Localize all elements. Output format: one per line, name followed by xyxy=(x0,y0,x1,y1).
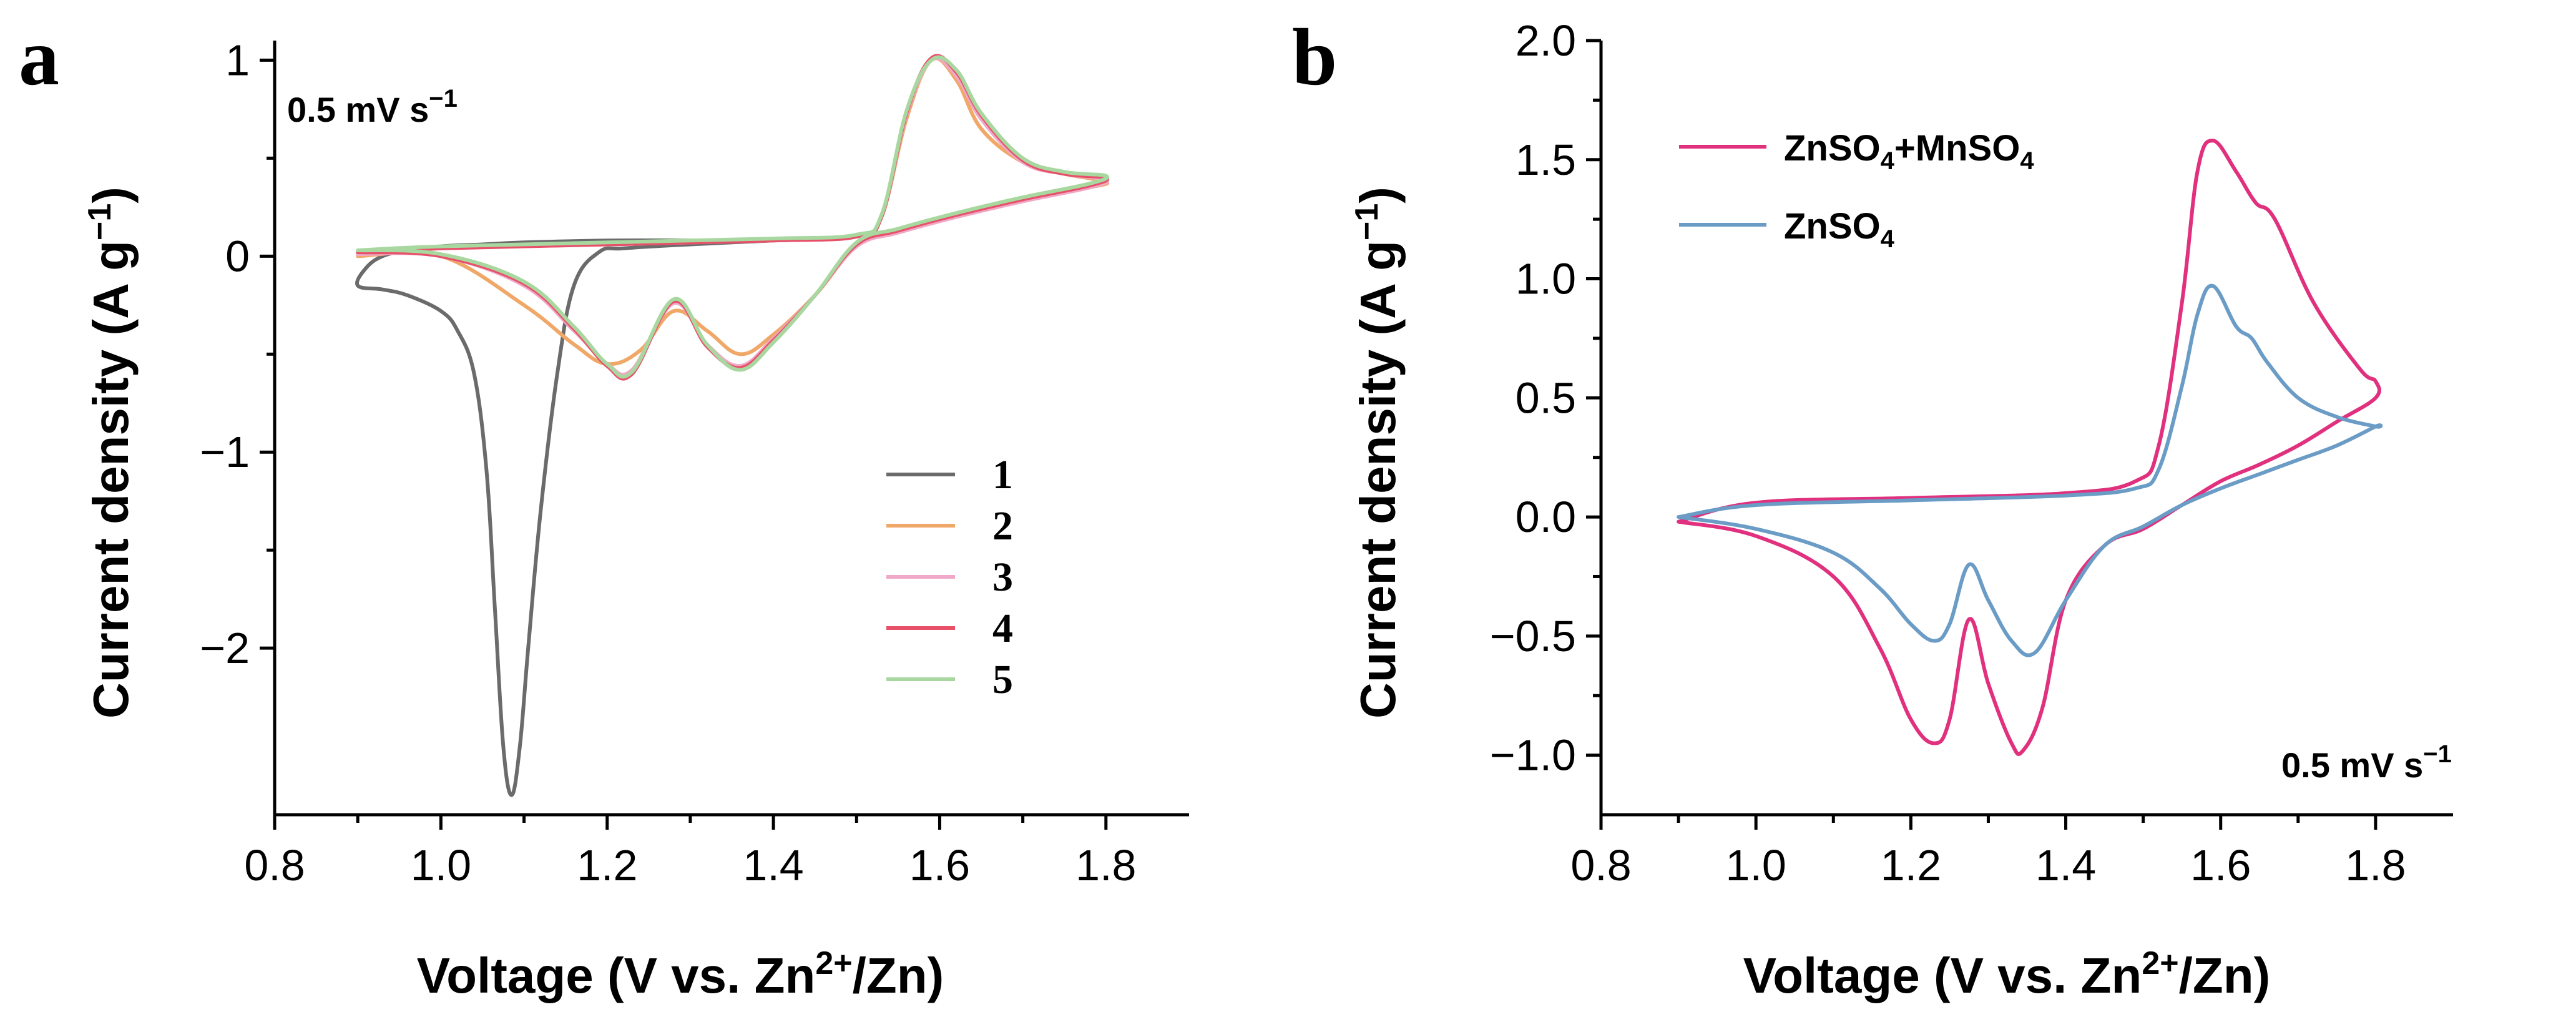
panel-a-x-tick-label: 1.6 xyxy=(909,841,970,890)
panel-a: a Current density (A g−1) Voltage (V vs.… xyxy=(19,12,1189,1003)
panel-b-y-tick-label: 1.5 xyxy=(1516,135,1576,184)
panel-a-scan-rate: 0.5 mV s−1 xyxy=(287,85,458,129)
panel-a-x-tick-label: 1.2 xyxy=(577,841,637,890)
panel-a-xlabel: Voltage (V vs. Zn2+/Zn) xyxy=(417,945,944,1003)
panel-a-series-2-line xyxy=(356,56,1110,366)
panel-a-y-tick-label: 0 xyxy=(225,232,250,280)
panel-b-y-tick-label: 1.0 xyxy=(1516,255,1576,303)
panel-a-y-tick-label: 1 xyxy=(225,36,250,84)
panel-a-series-4-line xyxy=(356,54,1110,381)
panel-b-legend-label: ZnSO4+MnSO4 xyxy=(1784,128,2034,175)
panel-b-y-tick-label: −0.5 xyxy=(1490,612,1576,661)
panel-b-scan-rate-sup: −1 xyxy=(2423,740,2452,768)
panel-b-x-tick-label: 1.8 xyxy=(2345,841,2406,890)
panel-b-x-tick-label: 0.8 xyxy=(1570,841,1631,890)
panel-b-scan-rate: 0.5 mV s−1 xyxy=(2281,740,2452,785)
panel-a-xlabel-end: /Zn) xyxy=(853,948,944,1003)
panel-b-legend-label: ZnSO4 xyxy=(1784,206,1895,253)
panel-b-xlabel-sup: 2+ xyxy=(2142,945,2178,981)
panel-a-legend-label: 5 xyxy=(992,657,1013,702)
panel-a-x-tick-label: 1.4 xyxy=(743,841,803,890)
panel-a-scan-rate-sup: −1 xyxy=(429,85,458,112)
panel-b-y-tick-label: 0.0 xyxy=(1516,493,1576,541)
panel-b: b Current density (A g−1) Voltage (V vs.… xyxy=(1292,12,2453,1003)
panel-a-series-group xyxy=(355,54,1110,797)
panel-b-y-tick-label: 0.5 xyxy=(1516,373,1576,422)
panel-a-legend: 1 2 3 4 5 xyxy=(886,452,1013,702)
panel-b-xlabel: Voltage (V vs. Zn2+/Zn) xyxy=(1743,945,2271,1003)
panel-b-x-tick-label: 1.2 xyxy=(1881,841,1941,890)
panel-a-ylabel-main: Current density (A g xyxy=(83,240,139,719)
panel-b-legend: ZnSO4+MnSO4 ZnSO4 xyxy=(1679,128,2034,253)
panel-b-ylabel-end: ) xyxy=(1350,187,1406,204)
panel-a-y-tick-label: −2 xyxy=(200,624,250,672)
panel-a-scan-rate-main: 0.5 mV s xyxy=(287,90,429,129)
panel-a-series-5-line xyxy=(356,55,1110,379)
panel-b-y-tick-label: −1.0 xyxy=(1490,731,1576,780)
panel-b-plot: 0.8 1.0 1.2 1.4 1.6 1.8 2.0 1.5 1.0 0.5 0.0 −0.5 −1.… xyxy=(1490,16,2453,890)
panel-b-xlabel-main: Voltage (V vs. Zn xyxy=(1743,948,2142,1003)
panel-a-legend-label: 3 xyxy=(992,554,1013,600)
panel-b-x-tick-label: 1.0 xyxy=(1726,841,1786,890)
panel-a-ylabel-sup: −1 xyxy=(82,204,118,240)
panel-a-legend-label: 4 xyxy=(992,606,1013,651)
panel-b-ylabel: Current density (A g−1) xyxy=(1349,187,1406,719)
panel-b-series-2-line xyxy=(1677,283,2383,657)
panel-b-x-tick-label: 1.4 xyxy=(2035,841,2096,890)
panel-a-ylabel: Current density (A g−1) xyxy=(82,187,139,719)
panel-b-letter: b xyxy=(1292,12,1337,102)
panel-a-legend-label: 2 xyxy=(992,503,1013,549)
panel-b-y-tick-label: 2.0 xyxy=(1516,16,1576,65)
panel-a-xlabel-main: Voltage (V vs. Zn xyxy=(417,948,816,1003)
panel-a-ylabel-end: ) xyxy=(83,187,139,204)
panel-b-scan-rate-main: 0.5 mV s xyxy=(2281,745,2423,785)
panel-a-letter: a xyxy=(19,12,59,102)
panel-a-x-tick-label: 1.8 xyxy=(1075,841,1136,890)
panel-a-x-tick-label: 1.0 xyxy=(411,841,471,890)
panel-b-x-tick-label: 1.6 xyxy=(2190,841,2251,890)
panel-a-x-tick-label: 0.8 xyxy=(244,841,305,890)
panel-a-legend-label: 1 xyxy=(992,452,1013,498)
panel-b-series-1-line xyxy=(1677,139,2382,756)
panel-b-ylabel-sup: −1 xyxy=(1349,204,1385,240)
panel-a-series-3-line xyxy=(356,56,1110,377)
panel-a-xlabel-sup: 2+ xyxy=(815,945,852,981)
panel-b-series-group xyxy=(1677,139,2383,756)
panel-a-y-tick-label: −1 xyxy=(200,428,250,476)
panel-b-xlabel-end: /Zn) xyxy=(2179,948,2271,1003)
panel-b-ylabel-main: Current density (A g xyxy=(1350,240,1406,719)
panel-a-plot: 0.8 1.0 1.2 1.4 1.6 1.8 1 0 −1 −2 1 2 3 4 5 xyxy=(200,36,1189,890)
